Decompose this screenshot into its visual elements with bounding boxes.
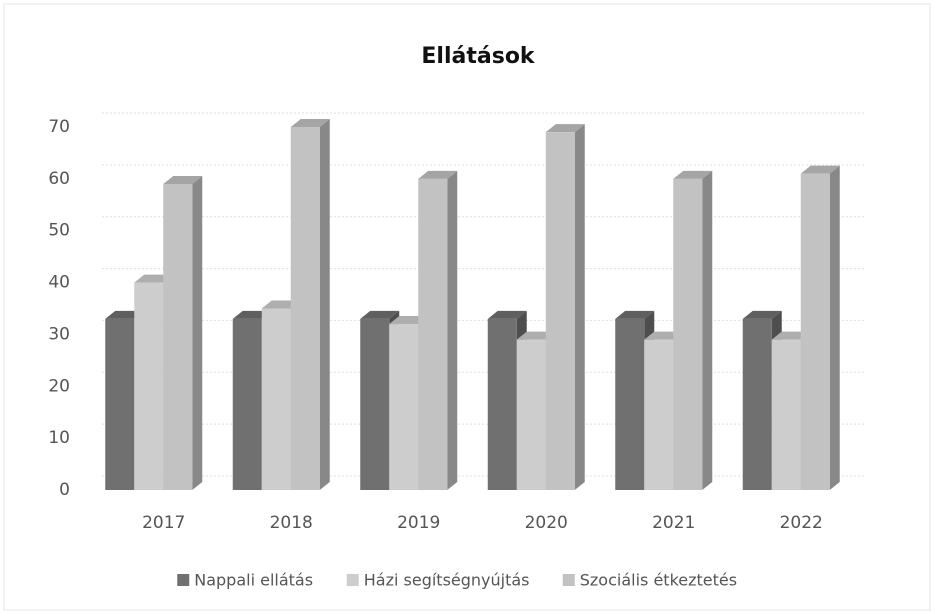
bar-top — [418, 170, 458, 179]
legend-swatch — [562, 574, 575, 586]
y-tick-label: 10 — [48, 428, 70, 448]
bar-front — [516, 339, 546, 490]
x-tick-label: 2017 — [142, 513, 185, 533]
bar-side — [319, 119, 330, 490]
chart-title: Ellátások — [421, 44, 536, 69]
bar-top — [800, 165, 840, 174]
bar-top — [360, 310, 400, 319]
bar-side — [574, 124, 585, 490]
bar-front — [261, 308, 291, 490]
bar-front — [800, 173, 830, 490]
x-tick-label: 2021 — [652, 513, 695, 533]
bar-front — [742, 318, 772, 490]
bar-top — [742, 310, 782, 319]
bar-side — [829, 165, 840, 490]
bar-front — [232, 318, 262, 490]
bar-front — [290, 127, 320, 490]
legend-swatch — [346, 574, 359, 586]
bar-side — [702, 170, 713, 490]
legend-label: Házi segítségnyújtás — [364, 571, 530, 590]
bar-top — [163, 176, 203, 185]
legend-label: Szociális étkeztetés — [580, 571, 737, 590]
bar-top — [545, 124, 585, 133]
y-tick-label: 70 — [48, 117, 70, 137]
y-tick-label: 20 — [48, 376, 70, 396]
y-tick-label: 60 — [48, 169, 70, 189]
legend-label: Nappali ellátás — [194, 571, 313, 590]
y-tick-label: 50 — [48, 221, 70, 241]
y-tick-label: 0 — [59, 480, 70, 500]
y-tick-label: 40 — [48, 273, 70, 293]
bar — [545, 124, 585, 490]
bar-top — [290, 119, 330, 127]
bar-front — [771, 339, 801, 490]
y-tick-label: 30 — [48, 324, 70, 344]
bar-front — [418, 178, 448, 490]
bar-front — [644, 339, 674, 490]
legend-swatch — [177, 574, 190, 586]
bar-front — [163, 184, 193, 491]
bar-top — [615, 310, 655, 319]
x-tick-label: 2022 — [780, 513, 823, 533]
bar-front — [134, 282, 164, 490]
bar — [418, 170, 458, 490]
x-tick-label: 2018 — [270, 513, 313, 533]
bar-front — [360, 318, 390, 490]
x-tick-label: 2020 — [525, 513, 568, 533]
bar-front — [389, 324, 419, 490]
bar-top — [487, 310, 527, 319]
bar-front — [105, 318, 135, 490]
bar-side — [447, 170, 458, 490]
bar-front — [545, 132, 575, 490]
bar-front — [673, 178, 703, 490]
bar — [800, 165, 840, 490]
bar-front — [615, 318, 645, 490]
chart-border — [3, 3, 931, 611]
x-tick-label: 2019 — [397, 513, 440, 533]
bar — [290, 119, 330, 490]
bar — [163, 176, 203, 491]
bar-side — [192, 176, 203, 491]
bar-front — [487, 318, 517, 490]
bar-top — [673, 170, 713, 179]
bar — [673, 170, 713, 490]
